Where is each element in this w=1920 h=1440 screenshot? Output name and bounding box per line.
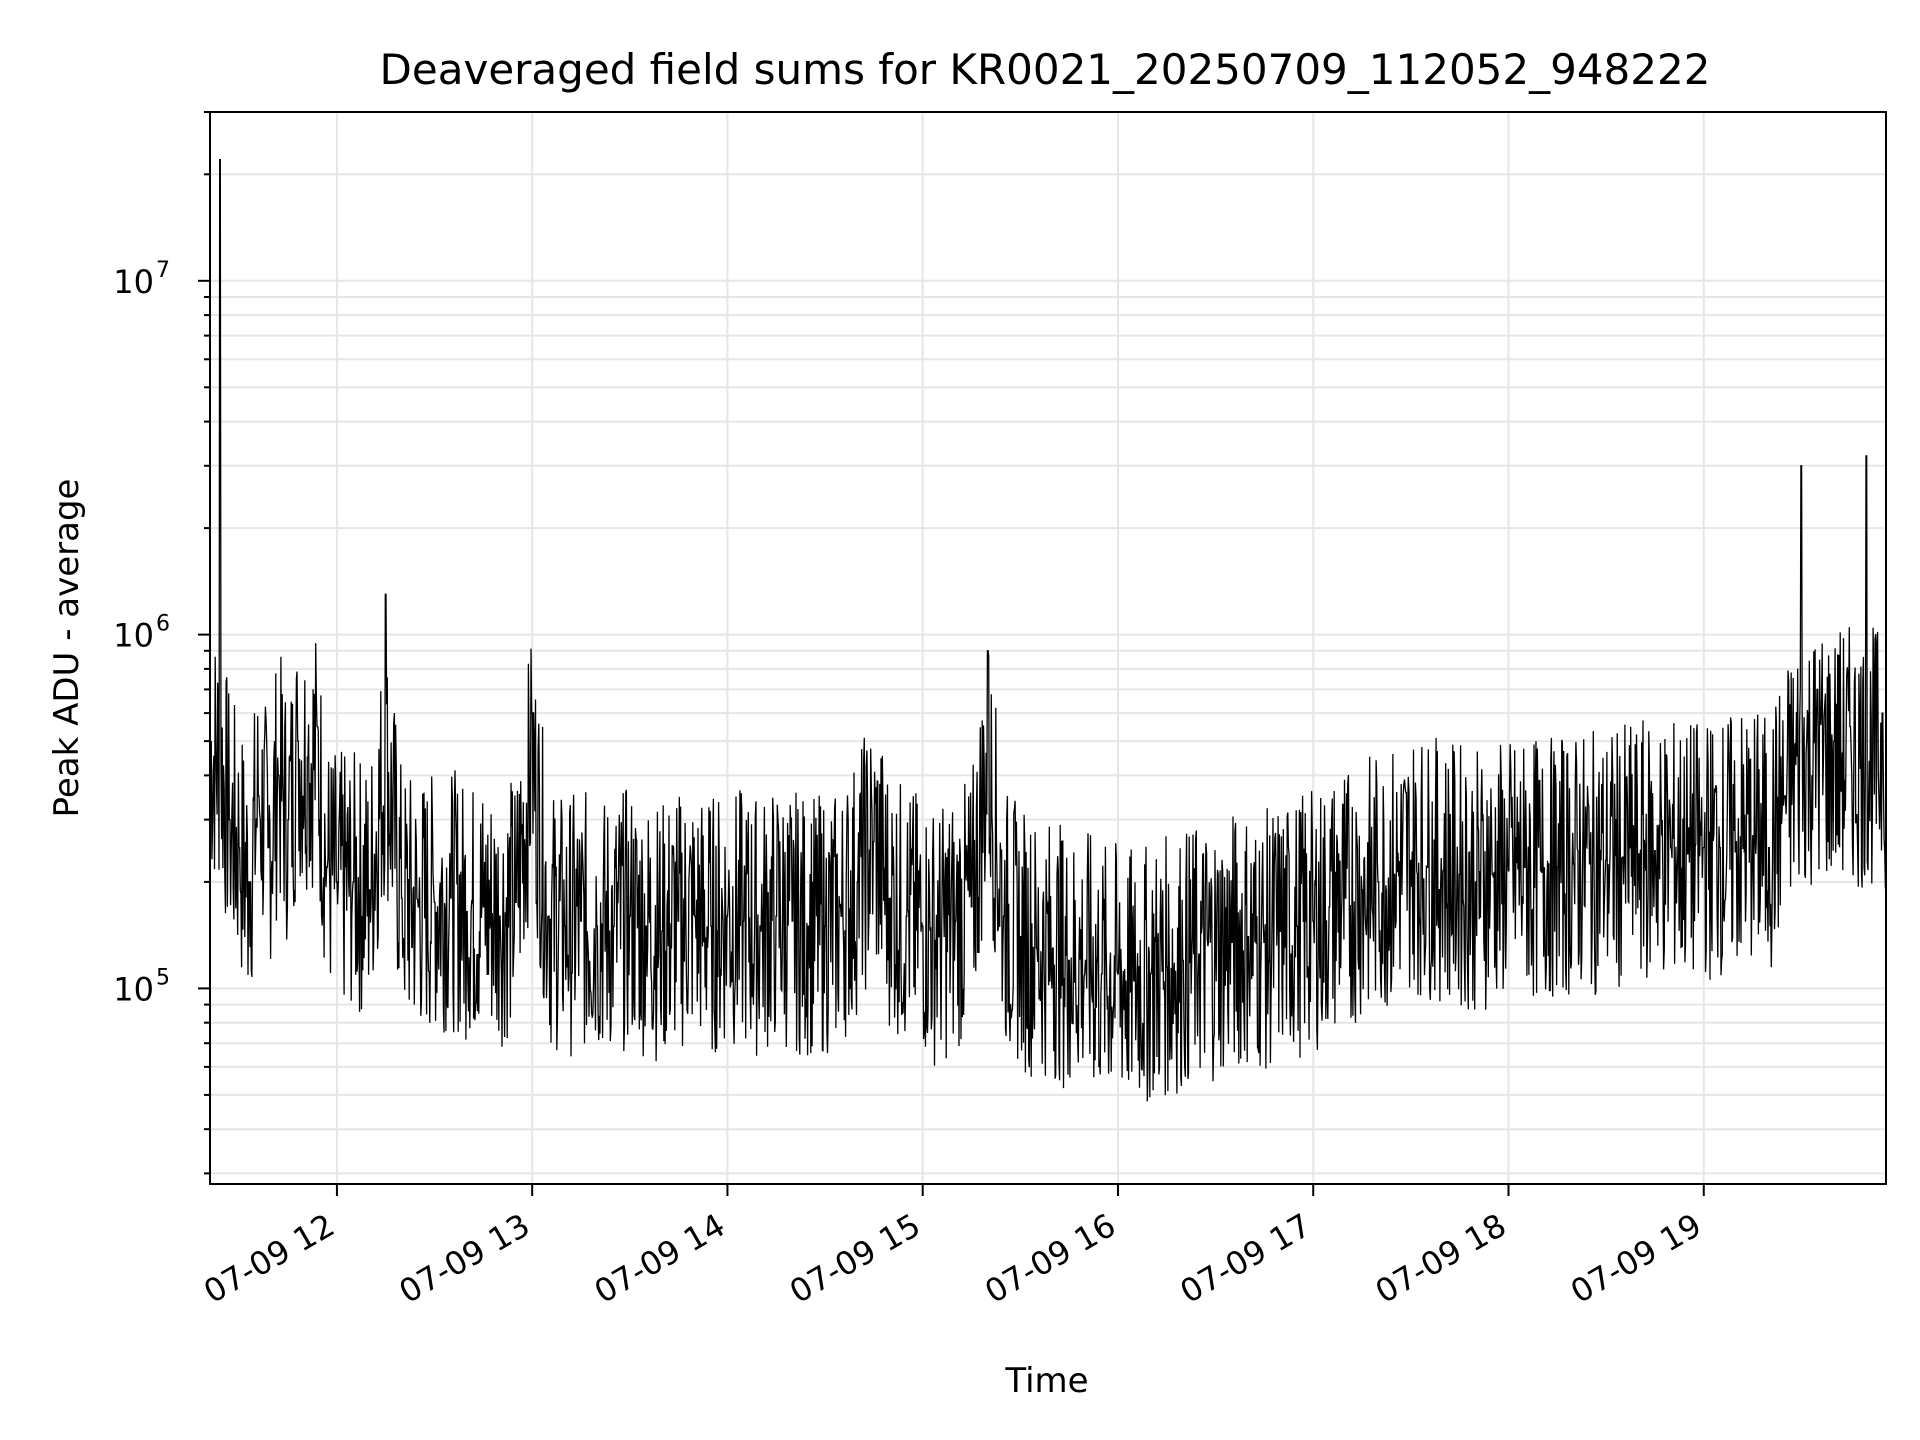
x-tick-label: 07-09 12 — [197, 1206, 341, 1311]
y-axis-label: Peak ADU - average — [47, 479, 87, 818]
y-tick-label: 10 — [113, 970, 154, 1008]
x-tick-label: 07-09 18 — [1369, 1206, 1513, 1311]
x-axis-ticks: 07-09 12 07-09 13 07-09 14 07-09 15 07-09 16… — [197, 1184, 1708, 1311]
data-series — [209, 159, 1887, 1102]
x-tick-label: 07-09 14 — [588, 1206, 732, 1311]
x-tick-label: 07-09 19 — [1564, 1206, 1708, 1311]
series-line — [209, 159, 1887, 1102]
x-tick-label: 07-09 16 — [978, 1206, 1122, 1311]
y-tick-exponent: 7 — [156, 258, 170, 283]
chart-title: Deaveraged field sums for KR0021_2025070… — [380, 45, 1711, 94]
y-tick-label: 10 — [113, 263, 154, 301]
x-tick-label: 07-09 17 — [1174, 1206, 1318, 1311]
x-axis-label: Time — [1004, 1361, 1088, 1401]
y-tick-exponent: 6 — [156, 612, 170, 637]
grid-lines — [210, 111, 1886, 1184]
y-tick-label: 10 — [113, 617, 154, 655]
y-tick-exponent: 5 — [156, 965, 170, 990]
plot-frame — [209, 111, 1887, 1185]
x-tick-label: 07-09 13 — [393, 1206, 537, 1311]
x-tick-label: 07-09 15 — [783, 1206, 927, 1311]
